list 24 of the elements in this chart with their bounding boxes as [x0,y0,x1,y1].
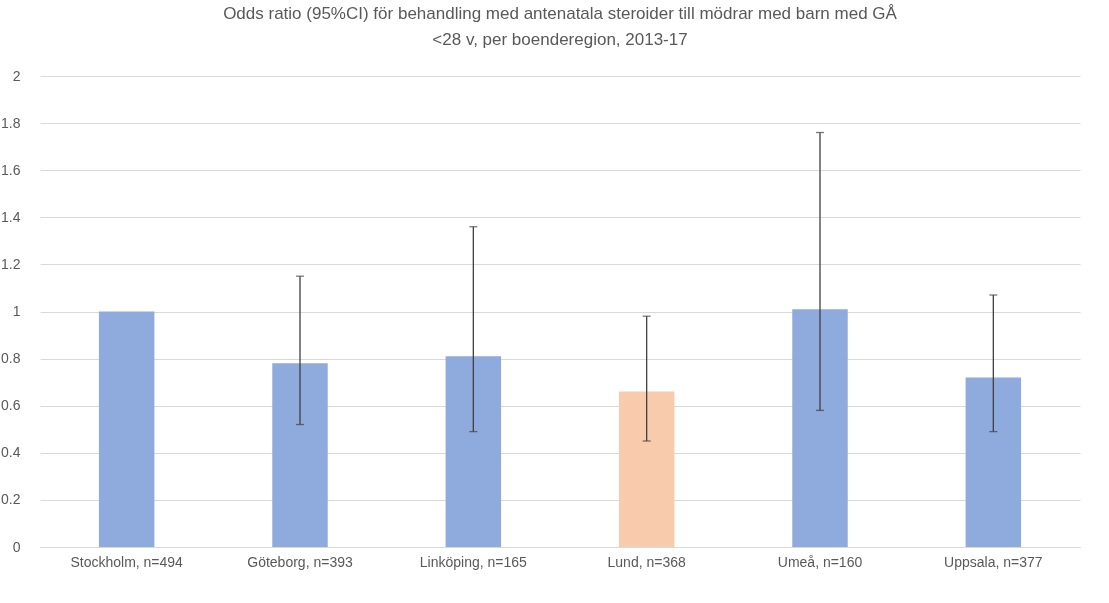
bar [98,311,155,547]
x-tick-label: Göteborg, n=393 [247,553,353,570]
bar [445,356,502,547]
y-tick-label: 0 [12,538,21,555]
y-tick-label: 0.6 [1,397,21,414]
x-tick-label: Uppsala, n=377 [944,553,1043,570]
x-tick-label: Lund, n=368 [607,553,686,570]
bar [618,391,675,547]
chart-title: Odds ratio (95%CI) för behandling med antenatala steroider till mödrar med barn med GÅ <28 v, per boenderegion, 2013-17 [223,4,898,49]
y-tick-label: 1 [12,303,21,319]
bar [965,377,1022,547]
y-tick-label: 0.2 [1,491,21,508]
y-tick-label: 2 [12,67,21,84]
y-tick-label: 1.6 [1,161,21,178]
x-tick-label: Stockholm, n=494 [70,553,184,570]
bar [792,309,848,547]
x-tick-label: Linköping, n=165 [419,553,528,570]
y-tick-label: 1.2 [1,255,21,272]
x-tick-label: Umeå, n=160 [777,553,863,570]
y-tick-label: 0.4 [1,444,21,461]
y-tick-label: 1.8 [1,114,21,131]
bar [272,363,328,547]
y-tick-label: 0.8 [1,350,21,367]
y-tick-label: 1.4 [1,208,21,225]
